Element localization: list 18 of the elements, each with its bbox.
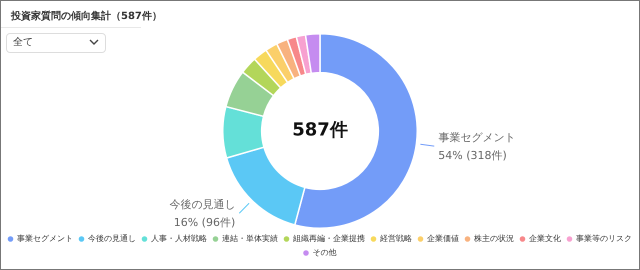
legend-label: その他 <box>312 248 336 258</box>
legend-label: 今後の見通し <box>88 234 136 244</box>
text: 587件 <box>292 120 348 141</box>
legend-label: 企業文化 <box>529 234 561 244</box>
legend-label: 組織再編・企業提携 <box>292 234 365 244</box>
data-label: 16% (96件) <box>174 216 236 230</box>
legend-label: 人事・人材戦略 <box>151 234 207 244</box>
legend-label: 連結・単体実績 <box>222 234 278 244</box>
slice-label: 事業セグメント <box>438 130 516 144</box>
select-field: 全て <box>6 33 106 53</box>
data-label: 54% (318件) <box>438 148 507 162</box>
legend-label: 株主の状況 <box>473 234 514 244</box>
legend-label: 企業価値 <box>427 234 459 244</box>
slice-label: 今後の見通し <box>169 198 236 212</box>
legend-label: 事業等のリスク <box>576 234 632 244</box>
legend-label: 事業セグメント <box>17 234 73 244</box>
chart-title: 投資家質問の傾向集計（587件） <box>11 9 162 23</box>
legend-label: 経営戦略 <box>379 234 412 244</box>
